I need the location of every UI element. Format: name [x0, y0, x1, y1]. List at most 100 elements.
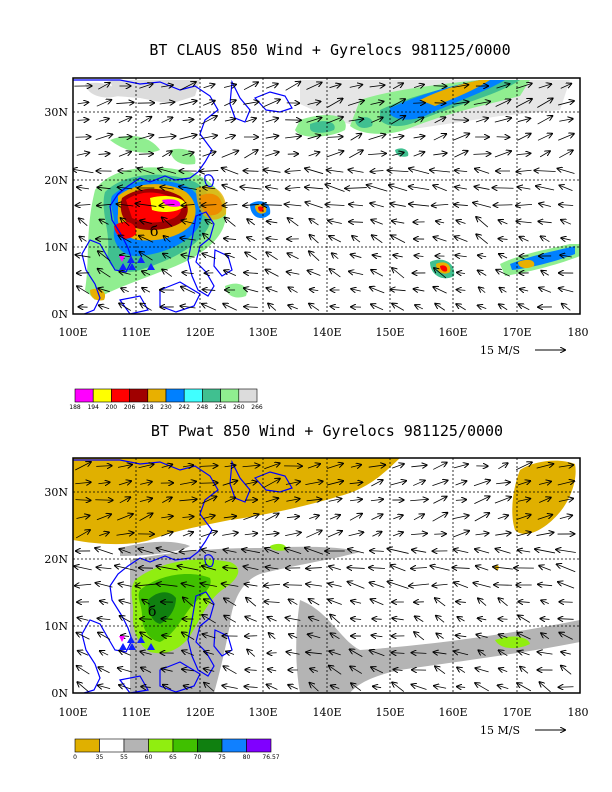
wind-vector [536, 464, 554, 469]
wind-vector [222, 533, 238, 536]
wind-vector [180, 82, 196, 91]
wind-vector [326, 151, 344, 158]
wind-vector [329, 666, 342, 675]
colorbar-swatch [123, 738, 149, 753]
colorbar-value: 230 [160, 404, 172, 411]
wind-vector [117, 204, 134, 206]
wind-vector [452, 568, 470, 569]
wind-vector [349, 222, 363, 223]
wind-vector [538, 221, 552, 222]
wind-vector [79, 218, 88, 226]
wind-vector [329, 566, 341, 570]
wind-vector [539, 498, 551, 503]
lon-label: 150E [375, 706, 404, 719]
colorbar-swatch [148, 738, 174, 753]
wind-vector [96, 514, 111, 521]
wind-vector [517, 633, 531, 640]
wind-vector [538, 584, 553, 585]
wind-vector [496, 137, 510, 138]
wind-vector [455, 255, 467, 256]
wind-vector [498, 463, 507, 470]
wind-vector [350, 666, 362, 674]
wind-vector [289, 634, 298, 638]
wind-vector [221, 151, 239, 158]
wind-vector [182, 465, 193, 467]
wind-vector [393, 515, 402, 519]
wind-vector [140, 117, 152, 124]
wind-vector [161, 669, 173, 672]
wind-vector [76, 153, 89, 156]
wind-vector [269, 633, 276, 640]
wind-vector [558, 619, 574, 620]
wind-vector [139, 498, 152, 501]
colorbar-value: 80 [243, 754, 251, 761]
lat-label: 30N [44, 486, 68, 499]
wind-vector [224, 550, 237, 553]
wind-vector [182, 119, 194, 120]
wind-vector [432, 204, 449, 205]
wind-vector [310, 219, 319, 226]
wind-vector [142, 288, 151, 292]
wind-vector [392, 152, 403, 155]
colorbar-value: 55 [120, 754, 128, 761]
wind-vector [456, 220, 466, 223]
wind-vector [267, 617, 277, 621]
wind-vector [517, 515, 530, 520]
wind-vector [75, 584, 92, 586]
wind-vector [285, 532, 301, 535]
wind-vector [478, 305, 487, 308]
wind-vector [516, 462, 532, 471]
wind-vector [329, 651, 341, 655]
claus-gyre-triangle [128, 263, 136, 270]
colorbar-value: 260 [233, 404, 245, 411]
wind-vector [202, 550, 217, 553]
wind-vector [309, 515, 319, 518]
wind-vector [305, 187, 324, 189]
wind-vector [205, 220, 213, 224]
wind-vector [560, 185, 573, 191]
wind-vector [156, 566, 178, 571]
claus-cyclone-symbol: б [150, 224, 158, 240]
wind-vector [308, 152, 320, 156]
wind-vector [97, 204, 112, 205]
colorbar-value: 65 [169, 754, 177, 761]
wind-vector [203, 84, 215, 88]
wind-vector [201, 116, 217, 125]
wind-vector [457, 617, 465, 621]
wind-vector [77, 682, 89, 693]
claus-map-frame [72, 77, 581, 315]
wind-vector [497, 515, 508, 518]
wind-vector [326, 117, 343, 124]
colorbar-swatch [197, 738, 223, 753]
wind-vector [390, 99, 405, 108]
wind-vector [223, 516, 236, 518]
wind-vector [410, 499, 428, 500]
wind-vector [455, 187, 468, 189]
wind-vector [561, 220, 572, 224]
pwat-wind-vectors [74, 462, 576, 693]
wind-vector [76, 255, 91, 257]
vector-scale-label: 15 M/S [480, 724, 520, 737]
wind-vector [541, 600, 549, 603]
wind-vector [162, 269, 172, 277]
wind-vector [222, 481, 237, 486]
wind-vector [541, 236, 550, 243]
wind-vector [328, 600, 342, 605]
wind-vector [141, 687, 151, 688]
lat-label: 0N [51, 308, 68, 321]
wind-vector [478, 598, 487, 606]
wind-vector [539, 151, 550, 158]
wind-vector [349, 514, 362, 521]
wind-vector [351, 618, 362, 619]
wind-vector [118, 481, 131, 485]
wind-vector [517, 481, 530, 486]
lat-label: 10N [44, 620, 68, 633]
wind-vector [99, 532, 109, 535]
pwat-map-frame [72, 457, 581, 694]
wind-vector [539, 203, 551, 206]
colorbar-value: 254 [215, 404, 227, 411]
wind-vector [455, 236, 468, 242]
pwat-gyre-marker-magenta [119, 636, 125, 642]
lat-label: 30N [44, 106, 68, 119]
wind-vector [77, 187, 90, 189]
